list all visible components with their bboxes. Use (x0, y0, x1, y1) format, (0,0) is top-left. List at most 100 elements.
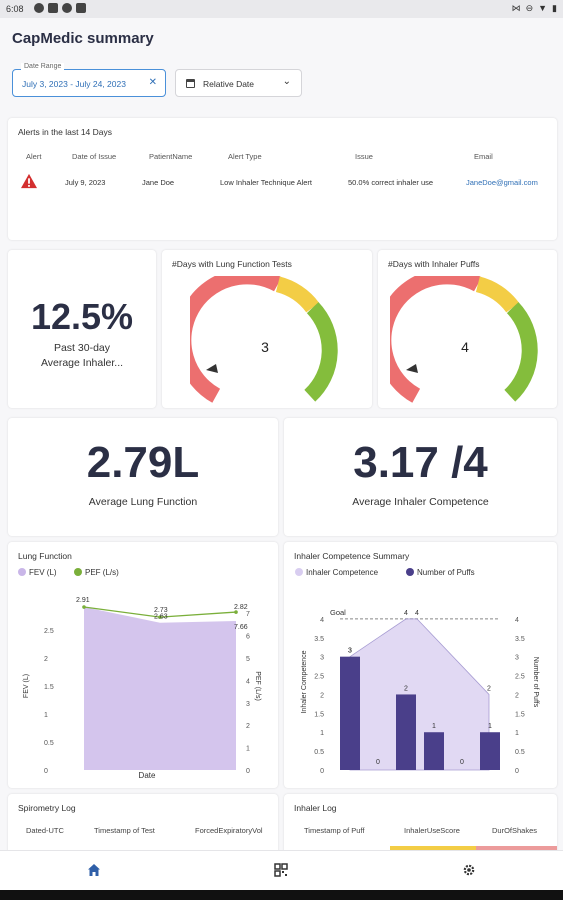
competence-label: 2 (487, 685, 491, 692)
y-tick-label: 0 (44, 768, 48, 775)
y-tick-label: 1 (320, 730, 324, 737)
bottom-navigation (0, 850, 563, 890)
competence-label: 4 (415, 610, 419, 617)
y2-tick-label: 0.5 (515, 749, 525, 756)
y2-tick-label: 4 (246, 678, 250, 685)
gauge-green-segment (304, 302, 338, 402)
legend-label: PEF (L/s) (85, 568, 119, 577)
y2-tick-label: 2 (246, 723, 250, 730)
inhaler-col-score[interactable]: InhalerUseScore (404, 826, 460, 835)
y2-tick-label: 4 (515, 617, 519, 624)
y-tick-label: 0.5 (314, 749, 324, 756)
competence-area (349, 618, 490, 771)
wifi-icon: ▼ (538, 3, 548, 13)
pef-point (82, 605, 86, 609)
alert-patient: Jane Doe (142, 178, 175, 187)
y-tick-label: 2 (44, 656, 48, 663)
y2-tick-label: 3 (246, 701, 250, 708)
spirometry-col-timestamp[interactable]: Timestamp of Test (94, 826, 155, 835)
puffs-label: 3 (348, 648, 352, 655)
bluetooth-icon: ⋈ (511, 3, 521, 13)
y2-tick-label: 3.5 (515, 636, 525, 643)
point-label: 2.73 (154, 607, 168, 614)
y2-axis-label: PEF (L/s) (254, 671, 261, 701)
notification-icon (34, 3, 44, 13)
lung-function-chart: 0 0.5 1 1.5 2 2.5 0 1 2 3 4 5 6 7 2.91 2.732.63 2.82 7.66… (23, 597, 261, 780)
y2-tick-label: 1 (246, 746, 250, 753)
system-navigation-bar (0, 890, 563, 900)
legend-swatch (18, 568, 26, 576)
y2-tick-label: 5 (246, 656, 250, 663)
lung-tests-gauge (190, 276, 338, 403)
inhaler-competence-kpi-card (284, 418, 557, 536)
y-tick-label: 1.5 (44, 684, 54, 691)
inhaler-col-timestamp[interactable]: Timestamp of Puff (304, 826, 365, 835)
y-tick-label: 1.5 (314, 711, 324, 718)
puffs-label: 0 (460, 759, 464, 766)
gauge-yellow-segment (475, 276, 520, 313)
competence-label: 4 (404, 610, 408, 617)
gauge-green-segment (504, 302, 538, 402)
puffs-label: 2 (404, 685, 408, 692)
y2-tick-label: 1 (515, 730, 519, 737)
spirometry-col-fev[interactable]: ForcedExpiratoryVol (195, 826, 263, 835)
spirometry-log-card: Spirometry Log (8, 794, 278, 850)
spirometry-log-title: Spirometry Log (18, 803, 76, 813)
home-icon[interactable] (87, 863, 101, 877)
inhaler-col-shakes[interactable]: DurOfShakes (492, 826, 538, 835)
relative-date-select[interactable]: Relative Date ⌄ (175, 69, 302, 97)
lung-function-kpi-value: 2.79L (86, 438, 200, 487)
settings-icon[interactable] (462, 863, 476, 877)
date-range-value: July 3, 2023 - July 24, 2023 (22, 79, 126, 89)
inhaler-pct-value: 12.5% (30, 296, 134, 337)
column-header-alert-type[interactable]: Alert Type (228, 152, 262, 161)
calendar-icon (186, 79, 195, 88)
alert-issue: 50.0% correct inhaler use (348, 178, 434, 187)
page-title: CapMedic summary (12, 30, 154, 47)
lung-function-kpi-card (8, 418, 278, 536)
y-tick-label: 3 (320, 655, 324, 662)
dnd-icon: ⊖ (525, 3, 534, 13)
system-icons: ⋈ ⊖ ▼ ▮ (512, 3, 557, 14)
close-icon[interactable]: ✕ (148, 77, 157, 88)
point-label: 2.82 (234, 604, 248, 611)
inhaler-legend-competence[interactable]: Inhaler Competence (295, 568, 378, 577)
y2-tick-label: 3 (515, 655, 519, 662)
y2-tick-label: 7 (246, 611, 250, 618)
goal-label: Goal (330, 608, 346, 617)
qr-code-icon[interactable] (274, 863, 288, 877)
inhaler-log-card: Inhaler Log (284, 794, 557, 850)
lung-function-kpi-label: Average Lung Function (88, 496, 198, 508)
inhaler-competence-kpi-value: 3.17 /4 (353, 438, 488, 487)
column-header-date[interactable]: Date of Issue (72, 152, 117, 161)
score-bar-red (476, 846, 557, 850)
alert-email-link[interactable]: JaneDoe@gmail.com (466, 178, 538, 187)
lung-function-chart-title: Lung Function (18, 551, 72, 561)
column-header-email[interactable]: Email (474, 152, 493, 161)
y-tick-label: 1 (44, 712, 48, 719)
alert-date: July 9, 2023 (65, 178, 106, 187)
point-label: 2.91 (76, 597, 90, 604)
gauge-red-segment (190, 276, 282, 403)
column-header-alert[interactable]: Alert (26, 152, 42, 161)
lung-tests-gauge-title: #Days with Lung Function Tests (172, 259, 292, 269)
point-label: 2.63 (154, 614, 168, 621)
inhaler-puffs-gauge (390, 276, 538, 403)
y2-tick-label: 6 (246, 634, 250, 641)
lung-legend-fev[interactable]: FEV (L) (18, 568, 57, 577)
legend-swatch (406, 568, 414, 576)
date-range-field[interactable]: Date Range July 3, 2023 - July 24, 2023 … (12, 63, 166, 97)
column-header-patient[interactable]: PatientName (149, 152, 193, 161)
puffs-bar (396, 694, 416, 770)
inhaler-puffs-gauge-title: #Days with Inhaler Puffs (388, 259, 480, 269)
inhaler-legend-puffs[interactable]: Number of Puffs (406, 568, 475, 577)
google-icon (62, 3, 72, 13)
inhaler-log-title: Inhaler Log (294, 803, 337, 813)
fev-area (84, 607, 236, 770)
relative-date-label: Relative Date (203, 79, 255, 89)
lung-legend-pef[interactable]: PEF (L/s) (74, 568, 119, 577)
spirometry-col-dated[interactable]: Dated-UTC (26, 826, 64, 835)
gauge-needle (206, 364, 218, 373)
column-header-issue[interactable]: Issue (355, 152, 373, 161)
y-tick-label: 0 (320, 768, 324, 775)
